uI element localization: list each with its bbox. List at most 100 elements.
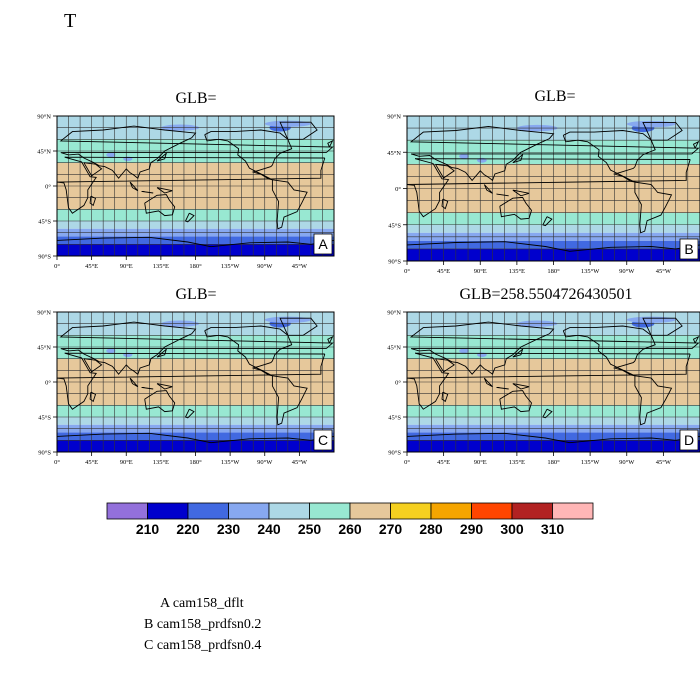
temperature-blob: [631, 319, 655, 328]
legend-key: C: [144, 638, 154, 653]
colorbar: 210 220 230 240 250 260 270 280 290 300 310: [106, 502, 594, 537]
temperature-band: [57, 116, 334, 140]
colorbar-label: 240: [257, 521, 281, 537]
temperature-band: [57, 221, 334, 229]
legend-name: cam158_dflt: [172, 596, 244, 611]
lon-tick-label: 180°: [189, 263, 202, 270]
lon-tick-label: 90°E: [120, 263, 133, 270]
lon-tick-label: 90°E: [120, 459, 133, 466]
lat-tick-label: 90°S: [38, 450, 51, 457]
coastline: [327, 335, 334, 344]
panel-title-a: GLB=: [175, 90, 217, 107]
lon-tick-label: 0°: [54, 263, 60, 270]
coastline: [562, 130, 656, 183]
lat-tick-label: 90°N: [387, 310, 401, 317]
lat-tick-label: 0°: [395, 380, 401, 387]
lon-tick-label: 135°E: [153, 263, 169, 270]
temperature-band: [57, 162, 334, 210]
temperature-band: [407, 232, 700, 241]
map-border: [56, 115, 335, 257]
panel-title-b: GLB=: [534, 88, 576, 105]
temperature-band: [57, 236, 334, 245]
colorbar-swatch: [349, 502, 391, 520]
map-border: [56, 311, 335, 453]
temperature-band: [407, 312, 700, 336]
lon-tick-label: 90°W: [619, 268, 635, 275]
coastline: [435, 163, 455, 179]
temperature-blob: [269, 123, 291, 132]
lat-tick-label: 0°: [45, 380, 51, 387]
coastline: [512, 153, 524, 164]
map-border: [406, 311, 700, 453]
lon-tick-label: 0°: [404, 268, 410, 275]
temperature-band: [57, 209, 334, 221]
figure-title: T: [64, 10, 77, 32]
legend-entry-c: C cam158_prdfsn0.4: [144, 638, 261, 654]
colorbar-swatch: [552, 502, 594, 520]
lat-tick-label: 45°S: [38, 415, 51, 422]
lat-tick-label: 90°S: [388, 450, 401, 457]
lon-tick-label: 135°W: [221, 263, 240, 270]
lon-tick-label: 135°E: [509, 268, 525, 275]
coastline: [642, 121, 683, 141]
temperature-blob: [476, 157, 487, 163]
temperature-band: [407, 212, 700, 225]
temperature-blob: [160, 320, 200, 327]
coastline: [141, 190, 154, 194]
panel-corner-box: [679, 429, 699, 451]
coastline: [156, 187, 173, 194]
coastline: [327, 139, 334, 148]
coastline: [129, 377, 139, 388]
coastline: [409, 321, 700, 375]
coastline: [89, 391, 97, 403]
lat-tick-label: 45°S: [388, 415, 401, 422]
temperature-blob: [516, 320, 558, 327]
coastline: [499, 196, 532, 220]
coastline: [562, 325, 656, 377]
temperature-band: [407, 224, 700, 233]
colorbar-swatch: [471, 502, 513, 520]
coastline: [184, 408, 195, 419]
coastline: [634, 181, 673, 234]
coastline: [692, 335, 700, 344]
colorbar-swatch: [187, 502, 229, 520]
colorbar-swatch: [268, 502, 310, 520]
coastline: [407, 432, 700, 444]
coastline: [483, 184, 493, 194]
coastline: [83, 162, 103, 177]
temperature-band: [57, 424, 334, 433]
colorbar-swatch: [106, 502, 148, 520]
temperature-band: [407, 405, 700, 417]
colorbar-label: 310: [541, 521, 565, 537]
lon-tick-label: 135°E: [509, 459, 525, 466]
lat-tick-label: 90°S: [38, 254, 51, 261]
coastline: [271, 179, 308, 230]
coastline: [512, 383, 530, 390]
coastline: [642, 317, 683, 336]
panel-corner-box: [313, 429, 333, 451]
temperature-blob: [269, 319, 291, 328]
lat-tick-label: 0°: [395, 186, 401, 193]
panel-corner-box: [313, 233, 333, 255]
temperature-band: [407, 164, 700, 213]
lat-tick-label: 45°S: [388, 222, 401, 229]
lat-tick-label: 90°N: [387, 114, 401, 121]
temperature-blob: [459, 153, 469, 159]
lon-tick-label: 135°W: [581, 459, 600, 466]
lat-tick-label: 90°N: [37, 310, 51, 317]
temperature-band: [57, 405, 334, 417]
coastline: [499, 390, 533, 413]
legend-name: cam158_prdfsn0.2: [156, 617, 262, 632]
temperature-band: [57, 139, 334, 163]
temperature-band: [57, 417, 334, 425]
lat-tick-label: 90°S: [388, 259, 401, 266]
temperature-band: [407, 140, 700, 165]
temperature-blob: [476, 352, 487, 358]
colorbar-swatch: [511, 502, 553, 520]
coastline: [184, 212, 195, 223]
coastline: [89, 195, 97, 207]
temperature-blob: [106, 348, 116, 354]
lon-tick-label: 180°: [547, 459, 560, 466]
coastline: [435, 358, 455, 373]
coastline: [156, 383, 173, 390]
